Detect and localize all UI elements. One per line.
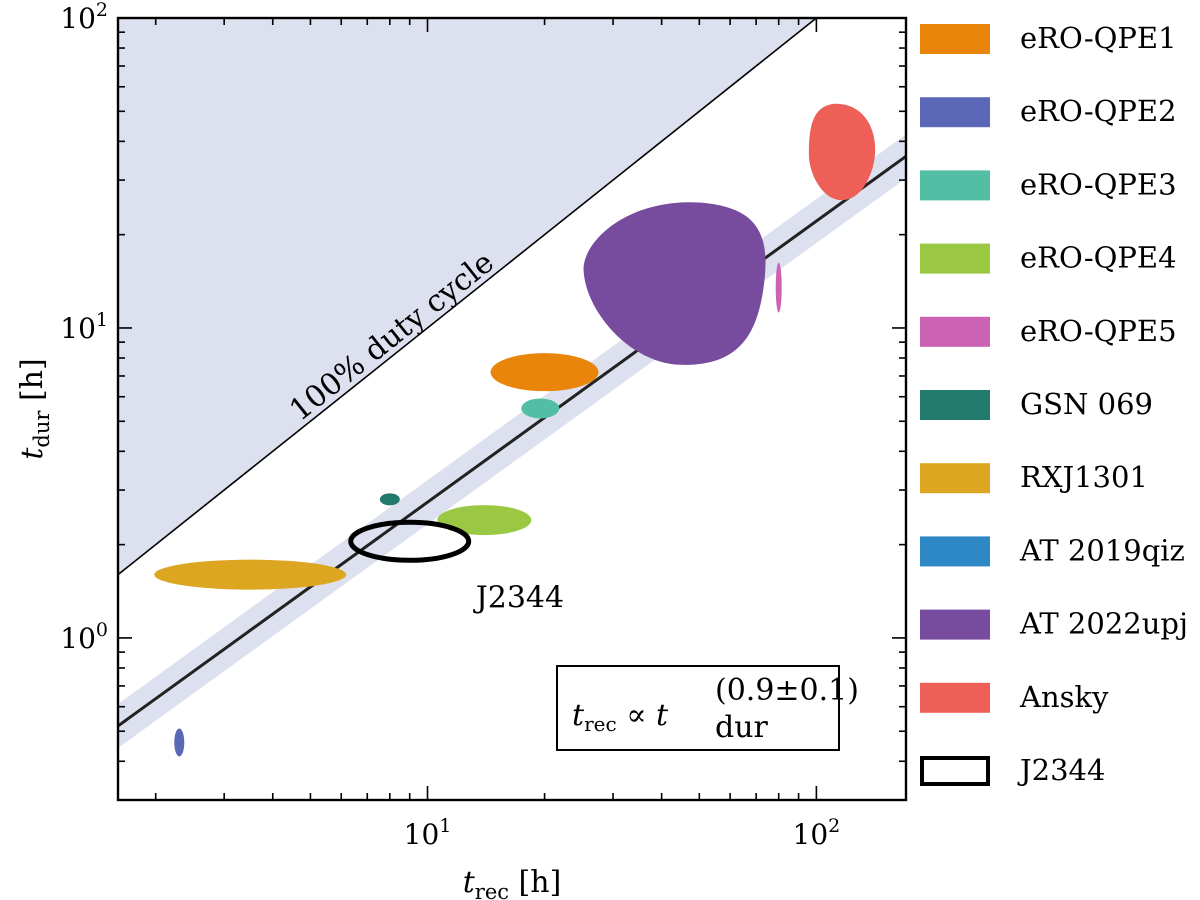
legend-label: AT 2022upj <box>1019 607 1188 641</box>
legend-swatch <box>920 97 990 128</box>
region-ero-qpe4 <box>437 505 532 536</box>
region-ansky <box>808 103 876 201</box>
legend-label: eRO-QPE4 <box>1020 241 1177 275</box>
relation-box <box>556 665 840 751</box>
legend-label: AT 2019qiz <box>1019 533 1185 567</box>
y-tick-label: 102 <box>60 0 108 35</box>
y-tick-label: 101 <box>60 309 108 345</box>
legend-swatch <box>920 390 990 420</box>
legend-label: eRO-QPE5 <box>1020 314 1177 348</box>
legend-swatch <box>920 316 990 347</box>
legend-swatch <box>920 682 990 713</box>
legend-swatch <box>920 170 990 201</box>
legend-label: eRO-QPE1 <box>1020 21 1177 55</box>
region-rxj1301 <box>154 559 347 590</box>
y-tick-label: 100 <box>60 619 108 655</box>
relation-rhs-sup: (0.9±0.1) <box>715 673 859 708</box>
region-j2344 <box>348 519 472 563</box>
fit-line <box>118 155 906 728</box>
legend-label: Ansky <box>1019 680 1109 714</box>
region-at-2022upj <box>583 202 766 365</box>
x-axis-label: trec [h] <box>463 865 562 900</box>
relation-formula: trec ∝ t <box>572 698 669 736</box>
y-axis-label: tdur [h] <box>15 358 54 459</box>
duty-cycle-line <box>118 18 817 576</box>
legend-swatch <box>920 536 990 567</box>
plot-area <box>118 18 906 800</box>
legend-swatch <box>920 756 990 786</box>
legend-swatch <box>920 463 990 494</box>
region-gsn-069 <box>379 493 400 506</box>
legend-label: GSN 069 <box>1020 387 1153 421</box>
legend-swatch <box>920 609 990 640</box>
j2344-annotation: J2344 <box>473 580 564 615</box>
relation-rhs-sub: dur <box>715 710 769 745</box>
legend-swatch <box>920 24 990 54</box>
legend: eRO-QPE1 eRO-QPE2 eRO-QPE3 eRO-QPE4 eRO-QPE5… <box>920 21 1188 787</box>
region-ero-qpe2 <box>174 728 185 757</box>
region-ero-qpe5 <box>775 262 782 313</box>
legend-label: RXJ1301 <box>1020 460 1148 494</box>
region-ero-qpe1 <box>490 353 599 392</box>
x-tick-label: 102 <box>793 815 841 851</box>
legend-label: J2344 <box>1017 753 1105 787</box>
legend-label: eRO-QPE3 <box>1020 167 1177 201</box>
region-ero-qpe3 <box>521 398 560 419</box>
legend-label: eRO-QPE2 <box>1020 94 1177 128</box>
legend-swatch <box>920 243 990 274</box>
x-tick-label: 101 <box>404 815 452 851</box>
plot-frame <box>116 16 908 802</box>
